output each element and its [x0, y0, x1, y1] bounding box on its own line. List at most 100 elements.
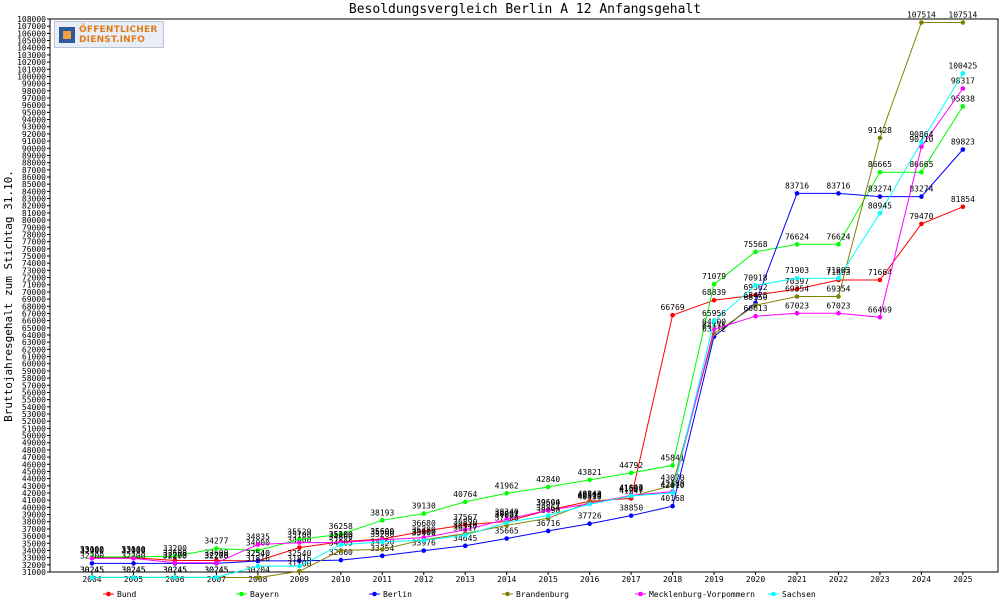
data-label: 44792 — [619, 461, 643, 470]
data-label: 31100 — [287, 559, 311, 568]
y-tick-label: 91000 — [22, 137, 46, 146]
data-label: 107514 — [907, 10, 936, 19]
y-tick-label: 100000 — [17, 72, 46, 81]
y-tick-label: 102000 — [17, 58, 46, 67]
data-point — [379, 518, 385, 523]
series-sachsen: 30245 30245 30245 30245 31816 31816 34800 35200… — [80, 61, 977, 580]
data-point — [172, 553, 178, 559]
series-bund: 3300033000326003260032540344003520035600… — [80, 195, 975, 564]
data-point — [753, 283, 758, 288]
data-point — [836, 310, 841, 316]
data-point — [877, 135, 883, 141]
data-label: 33200 — [163, 544, 187, 553]
data-label: 35529 — [287, 527, 311, 536]
y-tick-label: 62000 — [22, 345, 46, 354]
data-label: 83716 — [785, 181, 809, 190]
data-point — [753, 292, 758, 298]
data-label: 32200 — [163, 551, 187, 560]
data-point — [919, 194, 924, 199]
data-point — [711, 326, 717, 332]
x-tick-label: 2011 — [373, 575, 392, 584]
data-point — [711, 318, 717, 324]
data-point — [836, 242, 841, 247]
data-label: 35789 — [412, 526, 436, 535]
y-tick-label: 57000 — [22, 381, 46, 390]
data-label: 30245 — [80, 565, 104, 574]
y-tick-label: 40000 — [22, 503, 46, 512]
y-tick-label: 37000 — [22, 525, 46, 534]
y-tick-label: 74000 — [22, 259, 46, 268]
data-label: 35100 — [329, 531, 353, 540]
y-tick-label: 44000 — [22, 475, 46, 484]
data-point — [545, 528, 551, 534]
data-label: 33000 — [80, 546, 104, 555]
x-tick-label: 2025 — [953, 575, 972, 584]
data-point — [462, 527, 468, 532]
data-point — [131, 561, 136, 566]
data-label: 36716 — [536, 519, 560, 528]
data-point — [214, 546, 219, 551]
data-point — [670, 503, 675, 509]
data-point — [960, 20, 966, 25]
data-label: 67023 — [826, 301, 850, 310]
y-tick-label: 52000 — [22, 417, 46, 426]
data-point — [214, 575, 219, 580]
y-tick-label: 32000 — [22, 561, 46, 570]
data-label: 75568 — [743, 240, 767, 249]
plot-frame — [49, 18, 999, 573]
data-label: 38850 — [619, 504, 643, 513]
data-point — [255, 575, 261, 581]
legend-label: Bund — [117, 590, 136, 599]
data-point — [462, 499, 468, 505]
y-tick-label: 45000 — [22, 467, 46, 476]
data-point — [462, 522, 468, 528]
data-point — [711, 281, 717, 287]
y-tick-label: 35000 — [22, 539, 46, 548]
x-tick-label: 2017 — [621, 575, 640, 584]
data-point — [172, 560, 178, 566]
x-tick-label: 2019 — [704, 575, 723, 584]
y-tick-label: 105000 — [17, 37, 46, 46]
series-line — [92, 88, 964, 564]
legend-item: Berlin — [369, 590, 412, 599]
data-point — [670, 490, 675, 496]
data-point — [960, 86, 966, 91]
data-label: 41667 — [619, 483, 643, 492]
legend-item: Bayern — [236, 590, 279, 599]
data-point — [919, 20, 924, 25]
data-point — [214, 560, 219, 566]
data-point — [919, 221, 924, 227]
data-point — [836, 294, 841, 299]
data-point — [753, 313, 758, 319]
legend-item: Mecklenburg-Vorpommern — [635, 590, 755, 599]
data-label: 90210 — [909, 135, 933, 144]
data-label: 41247 — [619, 486, 643, 495]
data-label: 98317 — [951, 77, 975, 86]
data-label: 30245 — [121, 565, 145, 574]
data-label: 32600 — [204, 549, 228, 558]
data-label: 35100 — [287, 531, 311, 540]
data-point — [670, 312, 675, 318]
y-tick-label: 41000 — [22, 496, 46, 505]
data-point — [960, 147, 966, 152]
data-point — [255, 563, 261, 569]
series-line — [92, 73, 964, 578]
data-point — [545, 513, 551, 518]
y-tick-label: 60000 — [22, 360, 46, 369]
data-point — [297, 545, 302, 550]
series-line — [92, 149, 964, 564]
data-label: 38864 — [536, 504, 560, 513]
data-label: 38340 — [495, 507, 519, 516]
y-tick-label: 94000 — [22, 116, 46, 125]
data-label: 30245 — [163, 565, 187, 574]
x-tick-label: 2012 — [414, 575, 433, 584]
series-mecklenburg-vorpommern: 32900 32900 32278 32278 34835 35100 35100 35500… — [80, 77, 975, 566]
x-tick-label: 2014 — [497, 575, 516, 584]
data-label: 70918 — [743, 273, 767, 282]
data-label: 66469 — [868, 305, 892, 314]
data-point — [255, 548, 261, 553]
legend-marker — [771, 591, 776, 597]
data-point — [504, 536, 510, 541]
y-tick-label: 47000 — [22, 453, 46, 462]
data-point — [711, 297, 717, 303]
